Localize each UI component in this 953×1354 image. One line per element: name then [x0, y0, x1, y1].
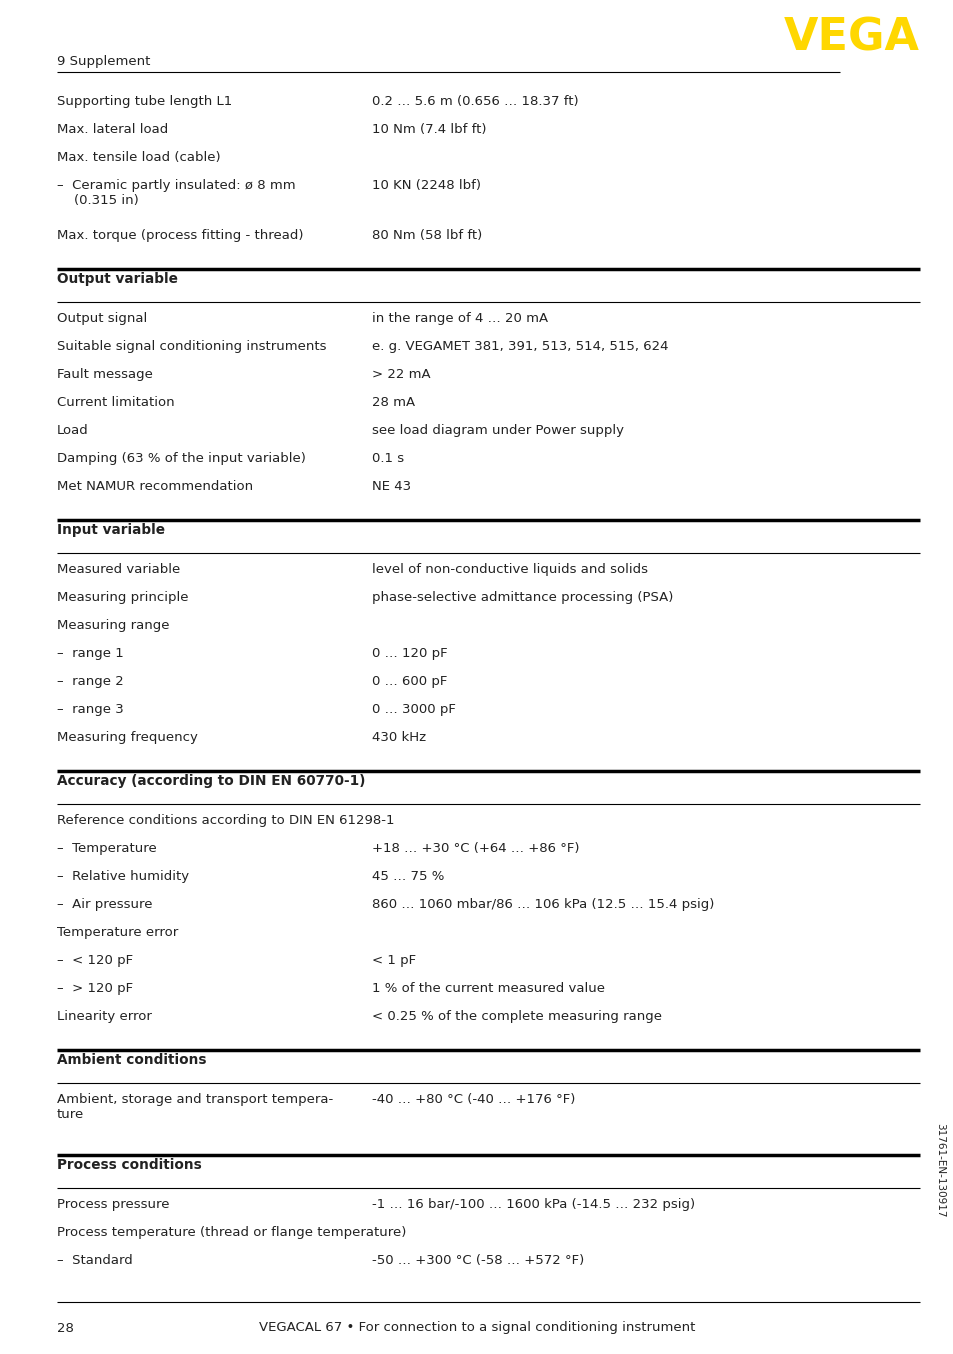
Text: –  Relative humidity: – Relative humidity: [57, 871, 189, 883]
Text: -40 … +80 °C (-40 … +176 °F): -40 … +80 °C (-40 … +176 °F): [372, 1093, 575, 1106]
Text: Output signal: Output signal: [57, 311, 147, 325]
Text: –  range 3: – range 3: [57, 703, 124, 716]
Text: 9 Supplement: 9 Supplement: [57, 56, 151, 68]
Text: Measured variable: Measured variable: [57, 563, 180, 575]
Text: Process conditions: Process conditions: [57, 1158, 201, 1173]
Text: Suitable signal conditioning instruments: Suitable signal conditioning instruments: [57, 340, 326, 353]
Text: VEGACAL 67 • For connection to a signal conditioning instrument: VEGACAL 67 • For connection to a signal …: [258, 1322, 695, 1335]
Text: –  > 120 pF: – > 120 pF: [57, 982, 133, 995]
Text: Current limitation: Current limitation: [57, 395, 174, 409]
Text: Max. lateral load: Max. lateral load: [57, 123, 168, 135]
Text: –  < 120 pF: – < 120 pF: [57, 955, 133, 967]
Text: Reference conditions according to DIN EN 61298-1: Reference conditions according to DIN EN…: [57, 814, 395, 827]
Text: 430 kHz: 430 kHz: [372, 731, 426, 743]
Text: Max. torque (process fitting - thread): Max. torque (process fitting - thread): [57, 229, 303, 242]
Text: 0 … 3000 pF: 0 … 3000 pF: [372, 703, 456, 716]
Text: –  range 1: – range 1: [57, 647, 124, 659]
Text: –  Air pressure: – Air pressure: [57, 898, 152, 911]
Text: > 22 mA: > 22 mA: [372, 368, 430, 380]
Text: Output variable: Output variable: [57, 272, 177, 286]
Text: level of non-conductive liquids and solids: level of non-conductive liquids and soli…: [372, 563, 647, 575]
Text: phase-selective admittance processing (PSA): phase-selective admittance processing (P…: [372, 590, 673, 604]
Text: 28 mA: 28 mA: [372, 395, 415, 409]
Text: 1 % of the current measured value: 1 % of the current measured value: [372, 982, 604, 995]
Text: Fault message: Fault message: [57, 368, 152, 380]
Text: 80 Nm (58 lbf ft): 80 Nm (58 lbf ft): [372, 229, 482, 242]
Text: –  Standard: – Standard: [57, 1254, 132, 1267]
Text: < 0.25 % of the complete measuring range: < 0.25 % of the complete measuring range: [372, 1010, 661, 1024]
Text: see load diagram under Power supply: see load diagram under Power supply: [372, 424, 623, 437]
Text: –  Temperature: – Temperature: [57, 842, 156, 854]
Text: 0.1 s: 0.1 s: [372, 452, 404, 464]
Text: Linearity error: Linearity error: [57, 1010, 152, 1024]
Text: -50 … +300 °C (-58 … +572 °F): -50 … +300 °C (-58 … +572 °F): [372, 1254, 583, 1267]
Text: +18 … +30 °C (+64 … +86 °F): +18 … +30 °C (+64 … +86 °F): [372, 842, 578, 854]
Text: in the range of 4 … 20 mA: in the range of 4 … 20 mA: [372, 311, 548, 325]
Text: Process pressure: Process pressure: [57, 1198, 170, 1210]
Text: < 1 pF: < 1 pF: [372, 955, 416, 967]
Text: 31761-EN-130917: 31761-EN-130917: [934, 1122, 944, 1217]
Text: 28: 28: [57, 1322, 73, 1335]
Text: 0.2 … 5.6 m (0.656 … 18.37 ft): 0.2 … 5.6 m (0.656 … 18.37 ft): [372, 95, 578, 108]
Text: Ambient, storage and transport tempera-
ture: Ambient, storage and transport tempera- …: [57, 1093, 333, 1121]
Text: Process temperature (thread or flange temperature): Process temperature (thread or flange te…: [57, 1225, 406, 1239]
Text: 10 KN (2248 lbf): 10 KN (2248 lbf): [372, 179, 480, 192]
Text: Input variable: Input variable: [57, 523, 165, 538]
Text: 0 … 120 pF: 0 … 120 pF: [372, 647, 447, 659]
Text: VEGA: VEGA: [783, 16, 919, 60]
Text: e. g. VEGAMET 381, 391, 513, 514, 515, 624: e. g. VEGAMET 381, 391, 513, 514, 515, 6…: [372, 340, 668, 353]
Text: Met NAMUR recommendation: Met NAMUR recommendation: [57, 481, 253, 493]
Text: Accuracy (according to DIN EN 60770-1): Accuracy (according to DIN EN 60770-1): [57, 774, 365, 788]
Text: 860 … 1060 mbar/86 … 106 kPa (12.5 … 15.4 psig): 860 … 1060 mbar/86 … 106 kPa (12.5 … 15.…: [372, 898, 714, 911]
Text: Temperature error: Temperature error: [57, 926, 178, 940]
Text: –  range 2: – range 2: [57, 676, 124, 688]
Text: Measuring frequency: Measuring frequency: [57, 731, 197, 743]
Text: Supporting tube length L1: Supporting tube length L1: [57, 95, 232, 108]
Text: -1 … 16 bar/-100 … 1600 kPa (-14.5 … 232 psig): -1 … 16 bar/-100 … 1600 kPa (-14.5 … 232…: [372, 1198, 695, 1210]
Text: Load: Load: [57, 424, 89, 437]
Text: 0 … 600 pF: 0 … 600 pF: [372, 676, 447, 688]
Text: 45 … 75 %: 45 … 75 %: [372, 871, 444, 883]
Text: 10 Nm (7.4 lbf ft): 10 Nm (7.4 lbf ft): [372, 123, 486, 135]
Text: NE 43: NE 43: [372, 481, 411, 493]
Text: Damping (63 % of the input variable): Damping (63 % of the input variable): [57, 452, 306, 464]
Text: Measuring range: Measuring range: [57, 619, 170, 632]
Text: Measuring principle: Measuring principle: [57, 590, 189, 604]
Text: Max. tensile load (cable): Max. tensile load (cable): [57, 152, 220, 164]
Text: –  Ceramic partly insulated: ø 8 mm
    (0.315 in): – Ceramic partly insulated: ø 8 mm (0.31…: [57, 179, 295, 207]
Text: Ambient conditions: Ambient conditions: [57, 1053, 206, 1067]
